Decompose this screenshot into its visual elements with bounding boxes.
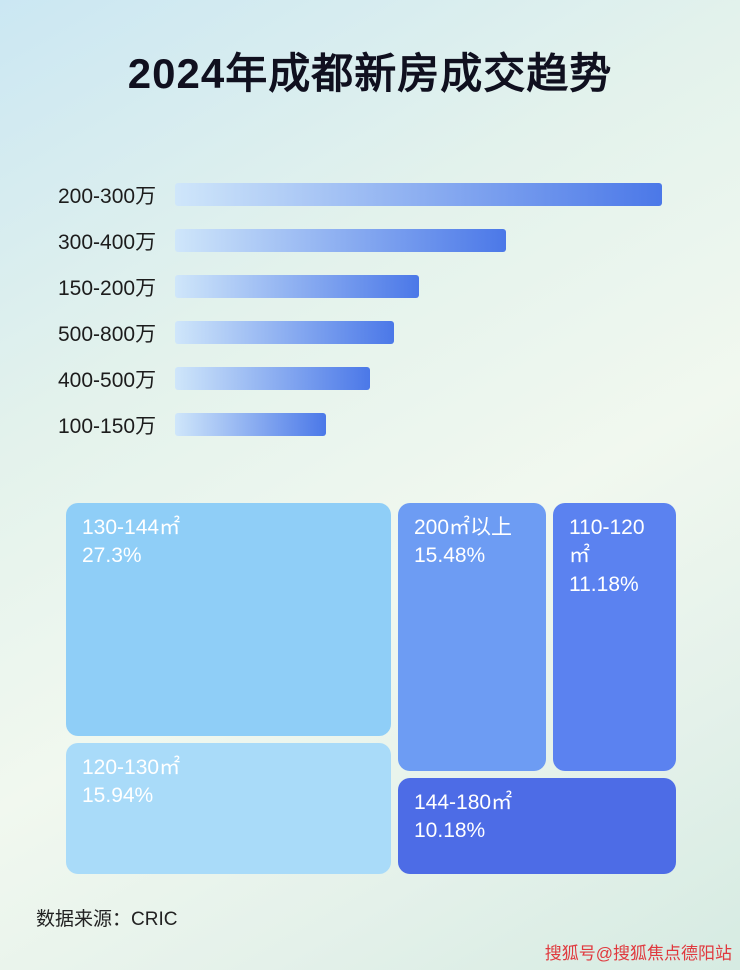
treemap-label: 120-130㎡ [82,756,181,779]
bar [175,229,507,252]
bar [175,413,326,436]
bar-label: 150-200万 [58,276,157,300]
treemap-label: 130-144㎡ [82,516,181,539]
bar-label: 500-800万 [58,322,157,346]
area-treemap: 130-144㎡ 27.3% 200㎡以上 15.48% 110-120㎡ 11… [66,503,676,874]
treemap-box-120-130: 120-130㎡ 15.94% [66,743,391,874]
bar-row: 150-200万 [58,275,662,300]
bar-row: 100-150万 [58,413,662,438]
bar-track [175,275,662,298]
treemap-value: 27.3% [82,544,142,568]
bar-row: 400-500万 [58,367,662,392]
treemap-label: 110-120㎡ [569,516,645,568]
bar-row: 200-300万 [58,183,662,208]
bar-row: 300-400万 [58,229,662,254]
treemap-box-200-plus: 200㎡以上 15.48% [398,503,546,771]
bar-row: 500-800万 [58,321,662,346]
data-source: 数据来源：CRIC [36,909,178,930]
bar [175,367,370,390]
bar-track [175,413,662,436]
treemap-value: 11.18% [569,572,639,596]
bar-label: 100-150万 [58,414,157,438]
treemap-label: 200㎡以上 [414,516,513,539]
bar-track [175,321,662,344]
bar-label: 200-300万 [58,184,157,208]
bar-track [175,183,662,206]
watermark: 搜狐号@搜狐焦点德阳站 [544,944,732,963]
page-title: 2024年成都新房成交趋势 [127,50,613,97]
bar [175,275,419,298]
treemap-value: 15.48% [414,544,486,568]
treemap-label: 144-180㎡ [414,791,513,814]
bar [175,183,662,206]
treemap-value: 15.94% [82,784,154,808]
bar-label: 300-400万 [58,230,157,254]
treemap-box-130-144: 130-144㎡ 27.3% [66,503,391,736]
treemap-box-144-180: 144-180㎡ 10.18% [398,778,676,874]
bar-track [175,367,662,390]
price-bar-chart: 200-300万 300-400万 150-200万 500-800万 400-500万… [58,183,662,438]
bar [175,321,395,344]
treemap-value: 10.18% [414,819,486,843]
bar-label: 400-500万 [58,368,157,392]
treemap-box-110-120: 110-120㎡ 11.18% [553,503,676,771]
bar-track [175,229,662,252]
